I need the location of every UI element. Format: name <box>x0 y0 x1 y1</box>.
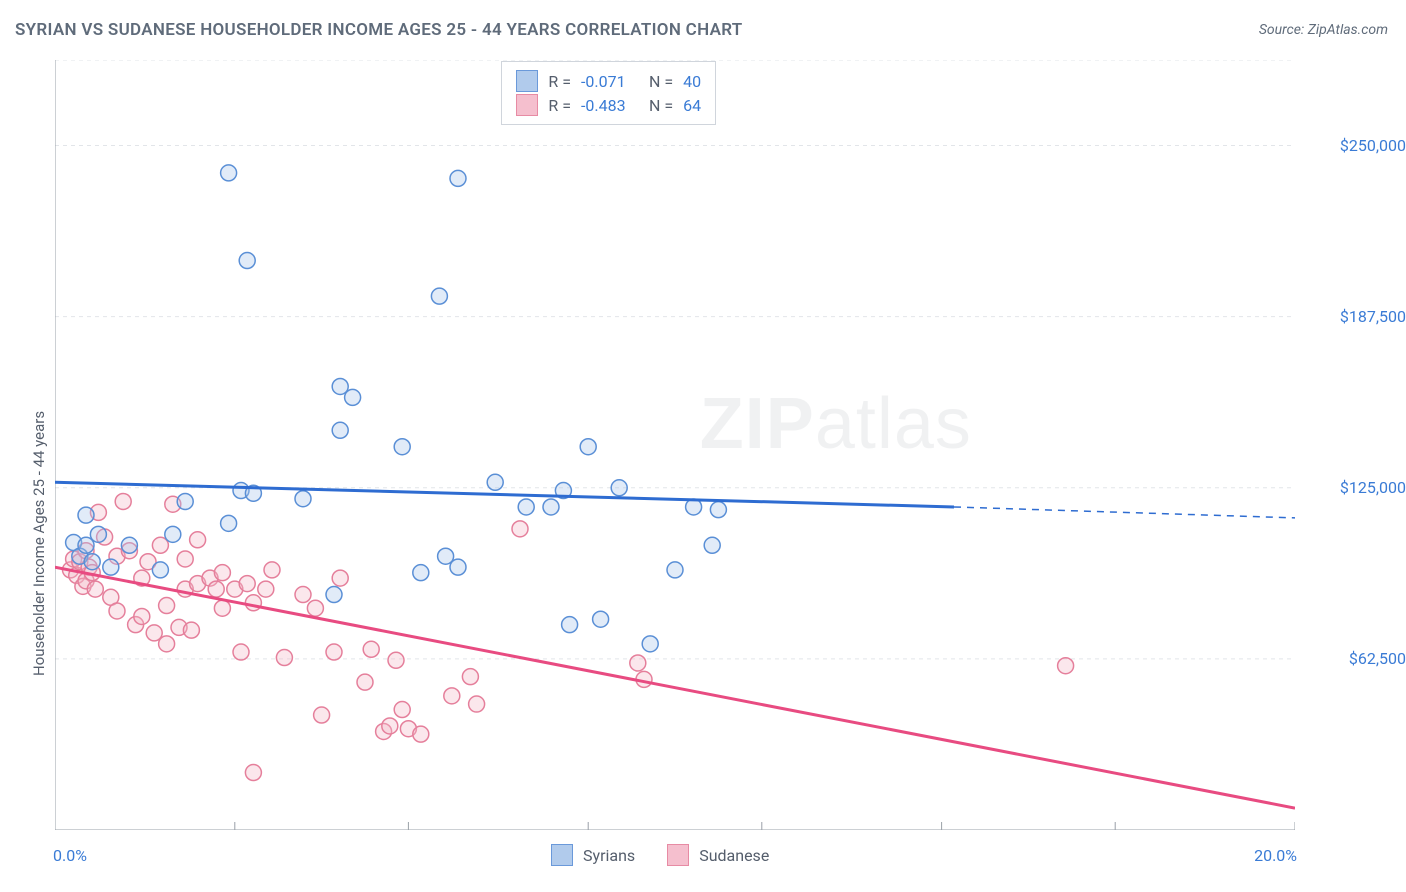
legend-row-syrians: R =-0.071N =40 <box>516 70 701 92</box>
legend-row-sudanese: R =-0.483N =64 <box>516 94 701 116</box>
chart-title: SYRIAN VS SUDANESE HOUSEHOLDER INCOME AG… <box>15 20 743 40</box>
correlation-legend: R =-0.071N =40R =-0.483N =64 <box>501 61 716 125</box>
x-tick-label: 20.0% <box>1254 846 1297 865</box>
chart-svg <box>55 60 1295 830</box>
y-tick-label: $125,000 <box>1305 478 1406 497</box>
x-tick-label: 0.0% <box>53 846 87 865</box>
y-tick-label: $187,500 <box>1305 307 1406 326</box>
swatch-icon <box>551 844 573 866</box>
y-axis-label: Householder Income Ages 25 - 44 years <box>30 411 48 676</box>
y-tick-label: $62,500 <box>1305 649 1406 668</box>
swatch-icon <box>667 844 689 866</box>
y-tick-label: $250,000 <box>1305 136 1406 155</box>
legend-series-label: Syrians <box>583 846 635 865</box>
source-label: Source: ZipAtlas.com <box>1259 22 1388 38</box>
chart-plot-area: ZIPatlas <box>55 60 1295 830</box>
swatch-icon <box>516 94 538 116</box>
legend-series-label: Sudanese <box>699 846 769 865</box>
series-legend: Syrians Sudanese <box>551 844 791 866</box>
swatch-icon <box>516 70 538 92</box>
